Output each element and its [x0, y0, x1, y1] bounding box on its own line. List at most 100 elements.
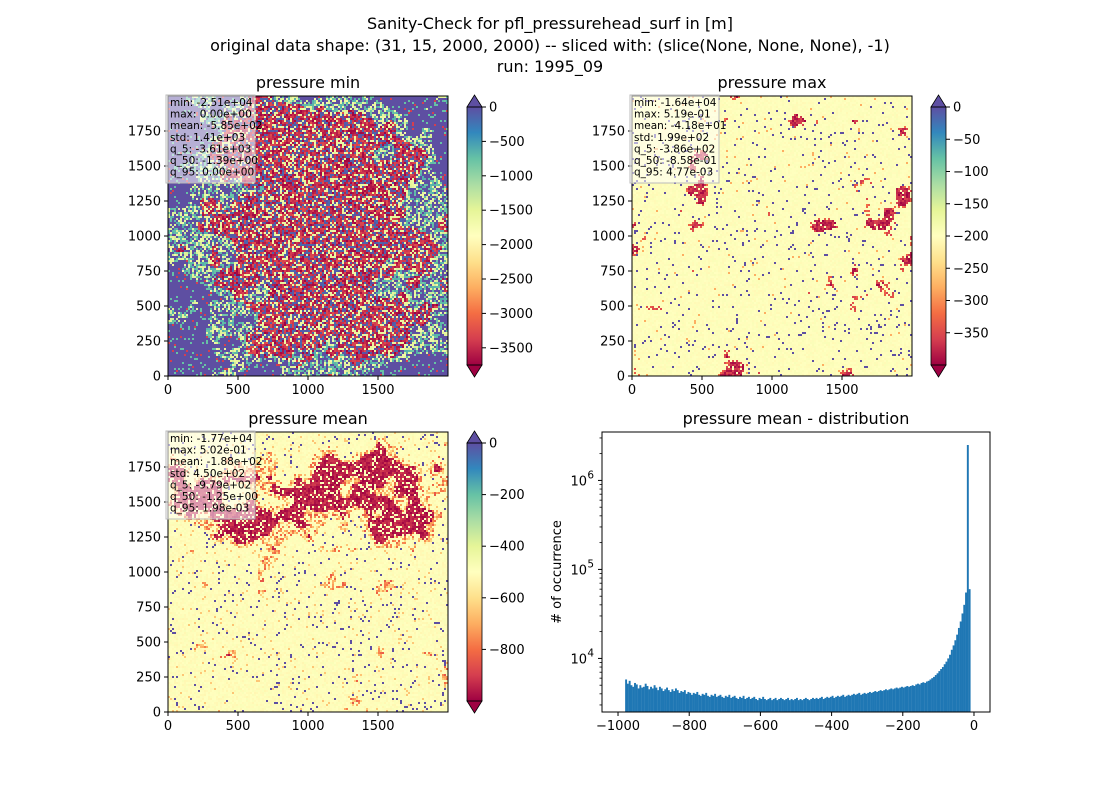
histogram-bar: [945, 661, 948, 712]
histogram-bar: [918, 684, 921, 712]
histogram-bar: [628, 680, 631, 712]
y-tick-label: 750: [136, 601, 161, 616]
histogram-bar: [685, 693, 688, 712]
histogram-bar: [796, 697, 798, 712]
histogram-bar: [676, 690, 679, 712]
colorbar-tick-label: −1500: [489, 204, 533, 219]
histogram-bar: [721, 696, 724, 712]
colorbar-frame: [466, 442, 483, 702]
histogram-bar: [895, 687, 898, 712]
histogram-bar: [804, 697, 807, 712]
histogram-bar: [963, 604, 966, 712]
histogram-bar: [630, 685, 633, 712]
histogram-bar: [966, 445, 969, 712]
colorbar-gradient: [467, 443, 482, 701]
colorbar-tick-label: −3000: [489, 307, 533, 322]
histogram-bar: [820, 696, 823, 712]
histogram-bar: [783, 700, 786, 712]
histogram-bar: [863, 692, 866, 712]
histogram-bar: [762, 696, 765, 712]
figure-title-line-1: Sanity-Check for pfl_pressurehead_surf i…: [367, 14, 733, 34]
histogram-bar: [689, 692, 692, 712]
histogram-bar: [674, 688, 677, 712]
histogram-bar: [865, 693, 868, 712]
histogram-bar: [904, 686, 907, 712]
histogram-bar: [883, 690, 886, 712]
stats-box: [629, 94, 720, 184]
y-tick-label: 250: [600, 335, 625, 350]
histogram-bar: [844, 696, 846, 712]
histogram-bar: [806, 698, 809, 712]
histogram-bar: [723, 697, 725, 712]
panel-mean: pressure mean 0 500 1000 1500 0 250 500 750 1000 1…: [128, 409, 525, 734]
x-tick-label: −400: [814, 719, 850, 734]
stats-line: std: 1.41e+03: [170, 132, 245, 144]
histogram-bar: [941, 667, 944, 712]
histogram-bar: [812, 697, 814, 712]
histogram-bar: [669, 691, 672, 712]
histogram-bar: [753, 696, 756, 712]
histogram-bar: [803, 698, 806, 712]
histogram-bar: [666, 687, 669, 712]
histogram-bar: [756, 700, 759, 712]
y-tick-label: 500: [136, 636, 161, 651]
colorbar-extend-min: [930, 364, 947, 378]
histogram-bar: [943, 664, 946, 712]
x-tick-label: 1000: [291, 719, 324, 734]
histogram-bar: [625, 679, 628, 712]
panel-title: pressure max: [717, 73, 826, 92]
histogram-bar: [699, 695, 702, 712]
y-axis-label: # of occurrence: [550, 520, 565, 624]
histogram-bar: [664, 689, 667, 712]
histogram-bar: [892, 689, 895, 712]
histogram-bar: [778, 698, 781, 712]
x-tick-label: −600: [743, 719, 779, 734]
y-tick-label: 10: [570, 652, 587, 667]
histogram-bar: [961, 613, 964, 712]
histogram-bar: [876, 691, 879, 712]
histogram-bar: [828, 697, 830, 712]
histogram-bar: [874, 691, 877, 712]
histogram-bar: [657, 690, 660, 712]
stats-line: min: -1.77e+04: [170, 433, 253, 445]
histogram-bar: [737, 698, 740, 712]
colorbar-gradient: [467, 107, 482, 365]
histogram-bar: [849, 695, 852, 712]
histogram-bar: [858, 692, 861, 712]
colorbar-tick-label: −2500: [489, 273, 533, 288]
stats-line: min: -1.64e+04: [634, 97, 717, 109]
colorbar-tick-label: −2000: [489, 238, 533, 253]
histogram-bar: [733, 695, 736, 712]
histogram-bar: [836, 695, 839, 712]
y-tick-label: 0: [617, 370, 625, 385]
stats-line: min: -2.51e+04: [170, 97, 253, 109]
histogram-bar: [769, 697, 772, 712]
panel-title: pressure mean - distribution: [683, 409, 910, 428]
y-tick-label: 1500: [592, 160, 625, 175]
x-tick-label: 0: [628, 383, 636, 398]
histogram-bar: [671, 689, 674, 712]
histogram-bar: [952, 645, 955, 712]
y-tick-label: 1500: [128, 496, 161, 511]
stats-line: q_95: 0.00e+00: [170, 167, 254, 179]
colorbar-tick-label: 0: [489, 101, 497, 116]
histogram-bar: [920, 682, 923, 712]
histogram-bar: [728, 694, 731, 712]
stats-line: q_50: -1.39e+00: [170, 155, 258, 167]
y-tick-exponent: 4: [587, 647, 594, 659]
histogram-bar: [785, 698, 788, 712]
colorbar: 0 −200 −400 −600 −800: [466, 430, 525, 714]
stats-line: q_5: -9.79e+02: [170, 479, 251, 491]
colorbar-tick-label: −800: [489, 643, 525, 658]
histogram-bar: [667, 690, 670, 712]
histogram-bar: [712, 695, 715, 712]
histogram-bar: [851, 694, 854, 712]
histogram-bar: [854, 694, 857, 712]
histogram-bar: [817, 698, 820, 712]
y-tick-label: 250: [136, 335, 161, 350]
histogram-bar: [696, 691, 699, 712]
histogram-bar: [742, 695, 745, 712]
histogram-bar: [690, 694, 693, 712]
histogram-bar: [758, 697, 761, 712]
